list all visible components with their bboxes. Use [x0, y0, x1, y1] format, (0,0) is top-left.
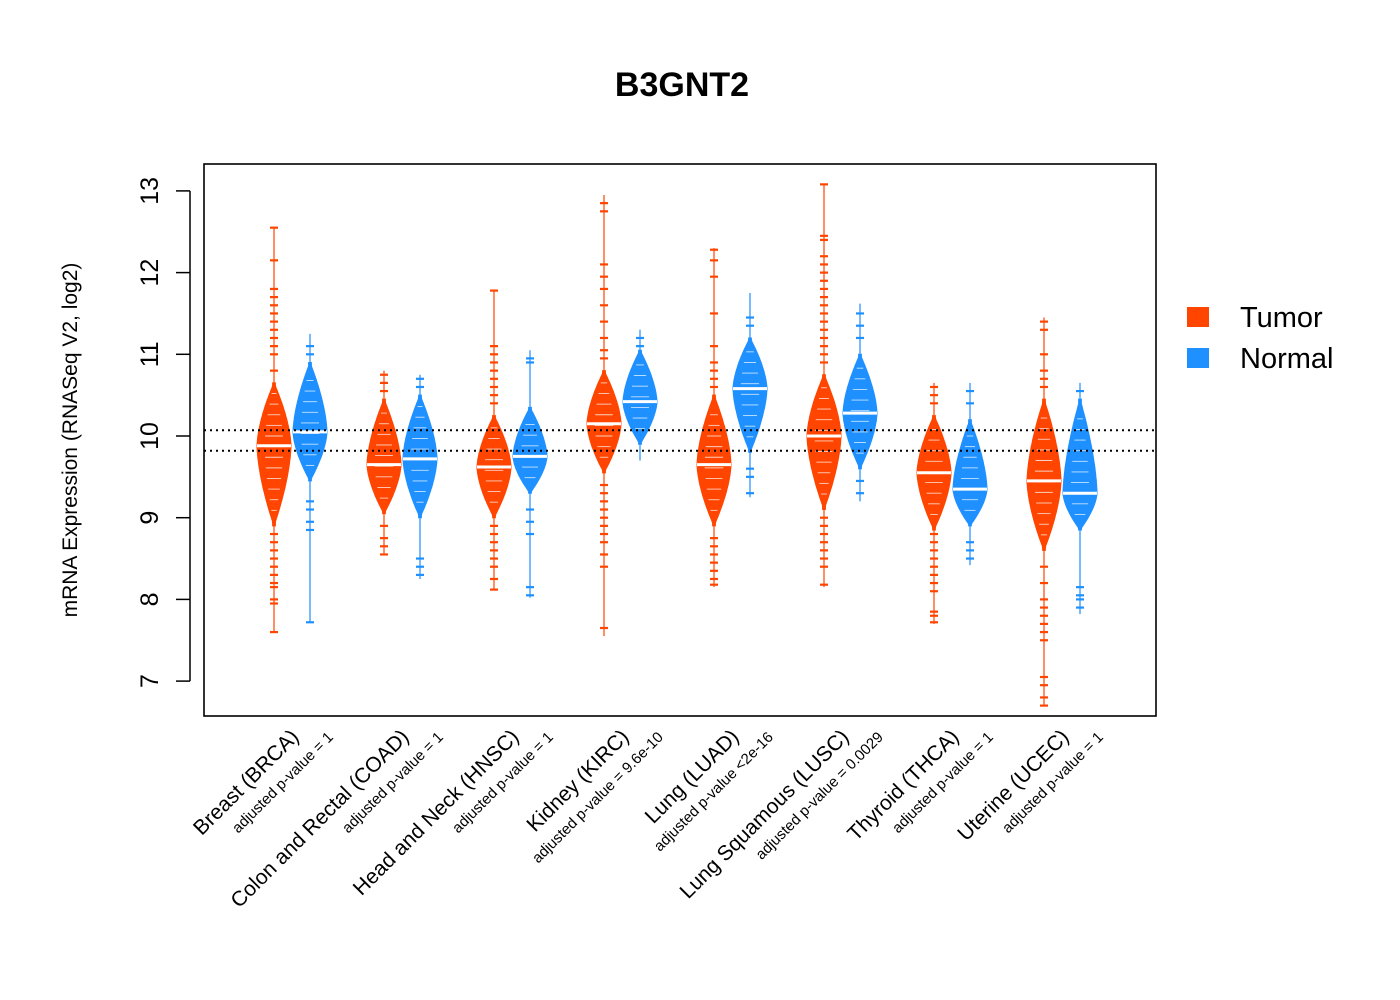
normal-violin — [1062, 382, 1098, 615]
violin-body — [586, 370, 622, 474]
violin-body — [1062, 398, 1098, 531]
violin-layer — [256, 183, 1098, 707]
y-tick-label: 7 — [136, 674, 164, 688]
normal-violin — [732, 293, 768, 498]
tumor-violin — [476, 289, 512, 591]
y-tick-label: 12 — [136, 259, 164, 287]
legend: Tumor Normal — [1187, 302, 1333, 375]
y-axis: 7 8 9 10 11 12 13 — [136, 177, 191, 688]
y-tick-label: 13 — [136, 177, 164, 205]
violin-body — [1026, 398, 1062, 551]
violin-body — [402, 394, 438, 519]
violin-body — [366, 398, 402, 515]
normal-violin — [292, 333, 328, 624]
normal-violin — [512, 350, 548, 598]
normal-violin — [622, 329, 658, 461]
violin-body — [952, 419, 988, 527]
legend-swatch — [1187, 348, 1209, 368]
violin-body — [696, 394, 732, 527]
y-axis-label: mRNA Expression (RNASeq V2, log2) — [59, 263, 82, 618]
violin-body — [842, 353, 878, 470]
tumor-violin — [1026, 317, 1062, 707]
tumor-violin — [256, 226, 292, 634]
y-tick-label: 11 — [136, 341, 164, 367]
normal-violin — [402, 374, 438, 579]
y-tick-label: 8 — [136, 592, 164, 606]
legend-swatch — [1187, 307, 1209, 327]
legend-label: Tumor — [1240, 302, 1323, 334]
normal-violin — [842, 303, 878, 502]
tumor-violin — [696, 248, 732, 588]
violin-body — [806, 374, 842, 511]
tumor-violin — [366, 370, 402, 556]
plot-frame — [203, 163, 1157, 717]
reference-lines — [204, 429, 1156, 452]
tumor-violin — [586, 194, 622, 637]
violin-body — [732, 337, 768, 453]
y-tick-label: 10 — [136, 422, 164, 450]
tumor-violin — [806, 183, 842, 588]
normal-violin — [952, 382, 988, 566]
legend-label: Normal — [1240, 343, 1333, 375]
y-tick-label: 9 — [136, 511, 164, 525]
tumor-violin — [916, 382, 952, 624]
chart-title: B3GNT2 — [615, 66, 749, 104]
